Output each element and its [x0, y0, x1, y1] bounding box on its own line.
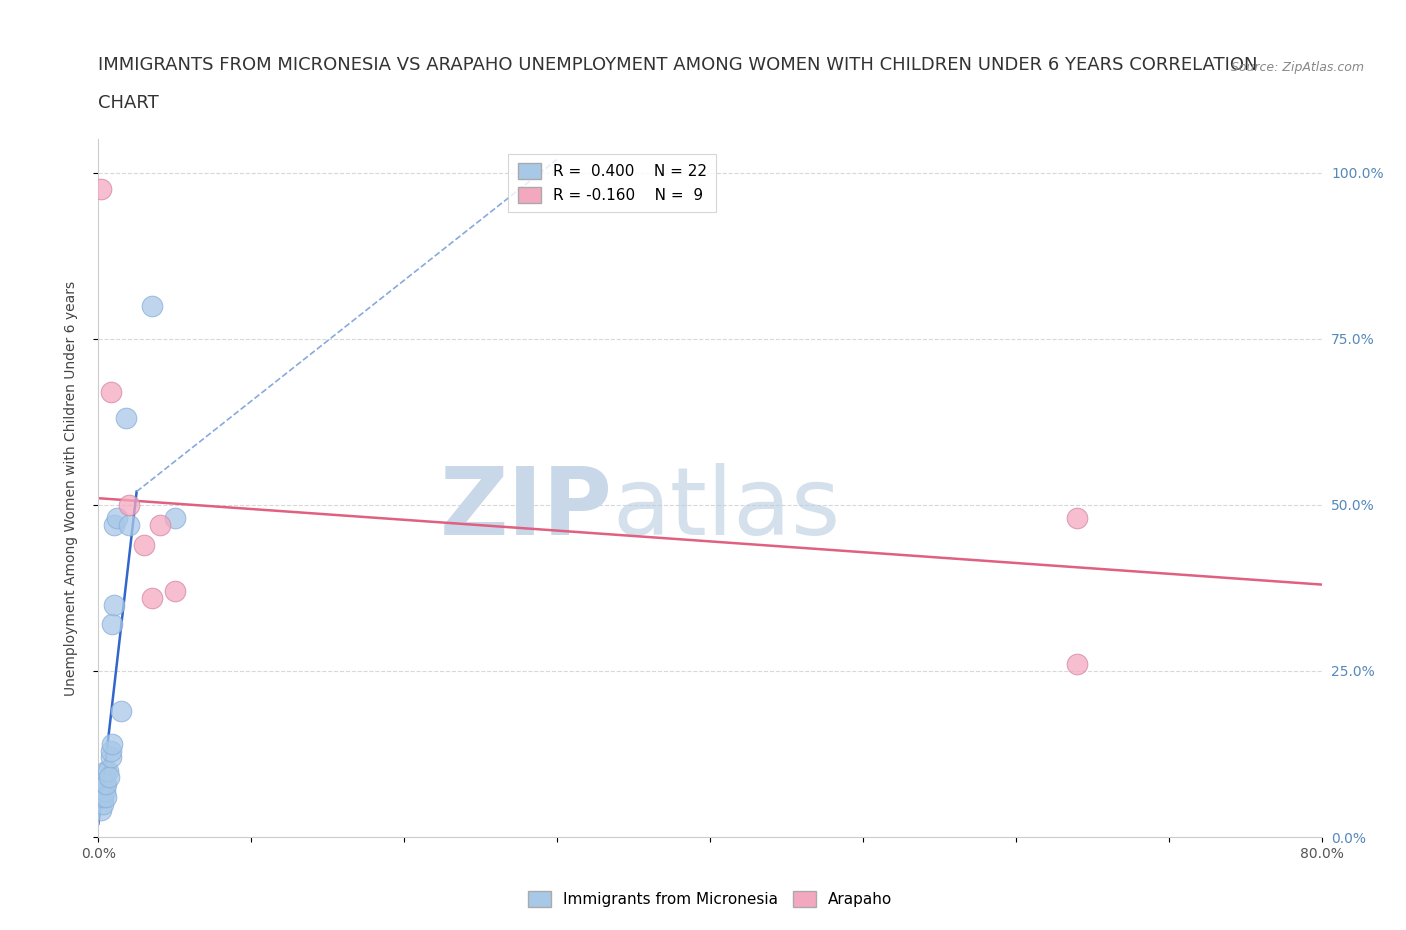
Point: [1066, 657, 1088, 671]
Point: [91, 790, 114, 804]
Point: [163, 511, 186, 525]
Y-axis label: Unemployment Among Women with Children Under 6 years: Unemployment Among Women with Children U…: [63, 281, 77, 696]
Text: ZIP: ZIP: [439, 463, 612, 555]
Point: [97, 764, 120, 778]
Point: [91, 796, 114, 811]
Point: [141, 591, 163, 605]
Point: [105, 511, 128, 525]
Point: [110, 703, 132, 718]
Point: [103, 597, 125, 612]
Point: [134, 538, 156, 552]
Point: [115, 411, 138, 426]
Point: [93, 783, 115, 798]
Point: [98, 770, 121, 785]
Text: Source: ZipAtlas.com: Source: ZipAtlas.com: [1230, 61, 1364, 74]
Point: [90, 803, 112, 817]
Point: [118, 498, 141, 512]
Point: [118, 517, 141, 532]
Point: [94, 790, 117, 804]
Point: [94, 777, 117, 791]
Point: [100, 743, 122, 758]
Point: [103, 517, 125, 532]
Text: IMMIGRANTS FROM MICRONESIA VS ARAPAHO UNEMPLOYMENT AMONG WOMEN WITH CHILDREN UND: IMMIGRANTS FROM MICRONESIA VS ARAPAHO UN…: [98, 57, 1258, 74]
Point: [94, 764, 117, 778]
Legend: Immigrants from Micronesia, Arapaho: Immigrants from Micronesia, Arapaho: [522, 884, 898, 913]
Point: [100, 384, 122, 399]
Point: [1066, 511, 1088, 525]
Text: CHART: CHART: [98, 94, 159, 112]
Point: [101, 737, 124, 751]
Point: [141, 299, 163, 313]
Point: [93, 777, 115, 791]
Point: [100, 750, 122, 764]
Point: [163, 584, 186, 599]
Point: [90, 182, 112, 197]
Point: [101, 617, 124, 631]
Text: atlas: atlas: [612, 463, 841, 555]
Point: [149, 517, 172, 532]
